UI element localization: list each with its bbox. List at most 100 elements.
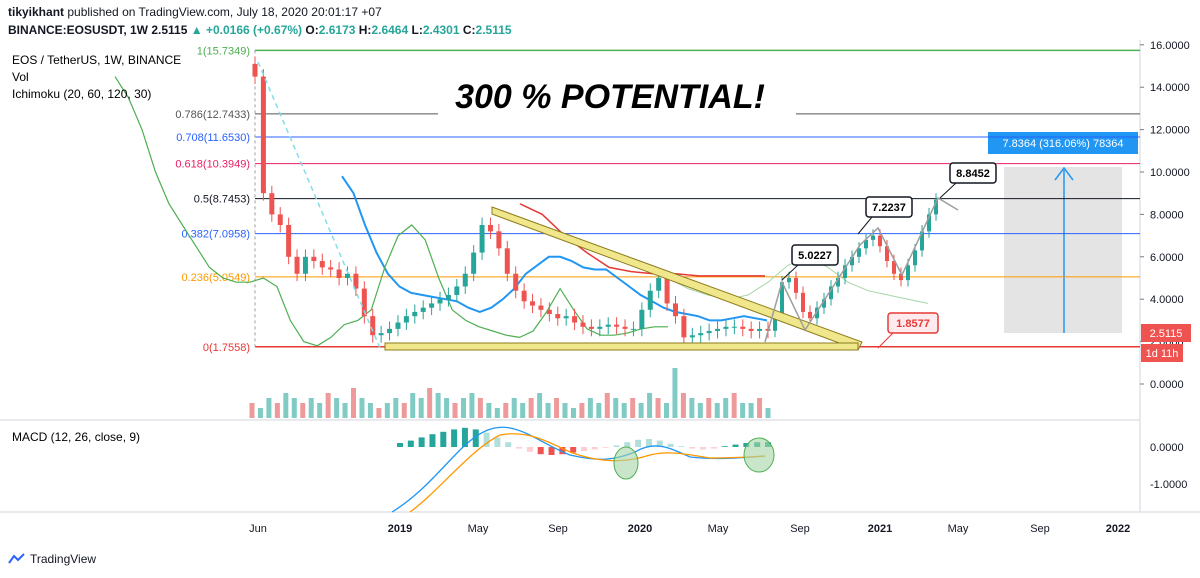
legend-macd[interactable]: MACD (12, 26, close, 9)	[12, 430, 140, 444]
candle-body	[801, 292, 805, 312]
volume-bar	[740, 403, 746, 418]
volume-bar	[621, 403, 627, 418]
time-tick-label: May	[468, 523, 489, 535]
volume-bar	[325, 393, 331, 418]
candle-body	[731, 326, 737, 328]
callout-pointer	[781, 264, 799, 281]
volume-bar	[537, 393, 543, 418]
legend-vol[interactable]: Vol	[12, 70, 29, 84]
macd-bar	[667, 443, 674, 447]
target-label-box[interactable]	[988, 132, 1138, 154]
dashed-trendline[interactable]	[257, 61, 381, 349]
macd-bar	[472, 429, 479, 447]
candle-body	[836, 278, 840, 287]
callout-box	[887, 312, 939, 334]
candle-body	[311, 256, 317, 262]
candle-body	[597, 326, 603, 329]
low-label: L:	[411, 23, 423, 37]
callout-text: 5.0227	[798, 250, 832, 262]
headline-box	[438, 72, 796, 118]
macd-bar	[559, 447, 566, 455]
candle-body	[723, 326, 729, 329]
price-tick-label: 16.0000	[1150, 40, 1190, 52]
volume-bar	[613, 398, 619, 418]
fib-level-label: 0.786(12.7433)	[175, 109, 250, 121]
candle-body	[773, 316, 777, 331]
candle-body	[395, 322, 401, 329]
volume-bar	[427, 388, 433, 418]
candle-body	[780, 282, 784, 317]
candle-body	[920, 231, 924, 251]
target-arrow-head	[1054, 166, 1074, 181]
last-price-tag-text: 2.5115	[1150, 328, 1183, 340]
macd-highlight-circle[interactable]	[613, 446, 639, 480]
legend-ichimoku[interactable]: Ichimoku (20, 60, 120, 30)	[12, 87, 151, 101]
time-tick-label: 2022	[1106, 523, 1130, 535]
open-value: 2.6173	[318, 23, 356, 37]
candle-body	[546, 309, 552, 315]
candle-body	[403, 316, 409, 323]
candle-body	[906, 265, 910, 281]
macd-highlight-circle[interactable]	[743, 437, 775, 473]
fib-level-label: 0.618(10.3949)	[175, 159, 250, 171]
callout-text: 8.8452	[956, 168, 990, 180]
legend-title[interactable]: EOS / TetherUS, 1W, BINANCE	[12, 53, 181, 67]
candle-body	[269, 193, 275, 215]
candle-body	[504, 248, 510, 274]
volume-bar	[697, 403, 703, 418]
volume-bar	[460, 398, 466, 418]
callout-5-0227[interactable]: 5.0227	[781, 244, 839, 281]
target-range-box[interactable]	[1004, 167, 1122, 333]
candle-body	[336, 269, 342, 278]
macd-bar	[700, 447, 707, 450]
macd-bar	[591, 447, 598, 450]
volume-bar	[579, 403, 585, 418]
fib-level-label: 0.382(7.0958)	[182, 229, 251, 241]
candle-body	[345, 273, 351, 278]
candle-body	[913, 250, 917, 266]
projection-path[interactable]	[764, 196, 959, 343]
macd-bar	[494, 437, 501, 447]
volume-bar	[503, 403, 509, 418]
volume-bar	[570, 408, 576, 418]
candle-body	[462, 273, 468, 287]
callout-1-8577[interactable]: 1.8577	[877, 312, 939, 349]
candle-body	[479, 225, 485, 253]
candle-body	[429, 303, 435, 308]
candle-body	[487, 225, 493, 232]
macd-bar	[429, 434, 436, 447]
macd-axis[interactable]: 0.0000 -1.0000	[1150, 442, 1187, 491]
fib-level-label: 0(1.7558)	[203, 342, 250, 354]
volume-bar	[714, 403, 720, 418]
candle-body	[748, 328, 754, 331]
volume-bar	[266, 398, 272, 418]
triangle-lower-trendline[interactable]	[384, 342, 859, 351]
price-tick-label: 0.0000	[1150, 379, 1184, 391]
low-value: 2.4301	[422, 23, 460, 37]
volume-bar	[604, 393, 610, 418]
macd-bar	[461, 427, 468, 447]
high-label: H:	[358, 23, 372, 37]
volume-bar	[444, 398, 450, 418]
candle-body	[698, 333, 704, 336]
candle-body	[513, 273, 519, 291]
candle-body	[794, 278, 798, 293]
volume-bar	[274, 403, 280, 418]
volume-bar	[520, 403, 526, 418]
candle-body	[454, 286, 460, 295]
time-axis[interactable]: Jun 2019 May Sep 2020 May Sep 2021 May Sep 2022	[249, 523, 1130, 535]
kijun-line	[341, 175, 768, 322]
candle-body	[664, 278, 670, 304]
candle-body	[252, 63, 258, 77]
callout-box	[949, 162, 997, 184]
volume-bar	[680, 393, 686, 418]
candle-body	[378, 333, 384, 336]
candle-body	[412, 311, 418, 317]
callout-7-2237[interactable]: 7.2237	[857, 196, 913, 235]
callout-8-8452[interactable]: 8.8452	[939, 162, 997, 199]
candle-body	[822, 299, 826, 308]
publisher-name[interactable]: tikyikhant	[8, 5, 65, 19]
candle-body	[538, 305, 544, 310]
tradingview-logo[interactable]: TradingView	[8, 552, 96, 566]
